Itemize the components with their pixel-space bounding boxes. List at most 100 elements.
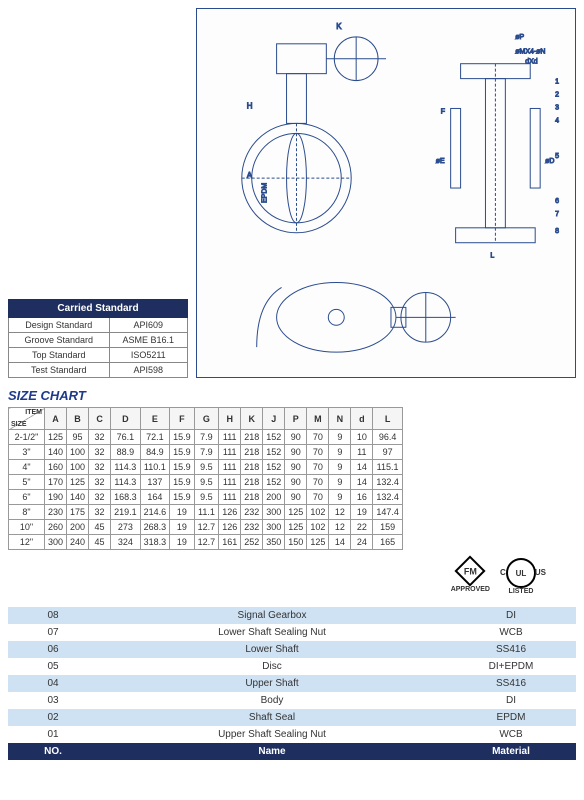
size-col-header: G: [194, 408, 219, 430]
size-cell: 218: [241, 445, 263, 460]
carried-key: Design Standard: [9, 318, 110, 333]
size-cell: 19: [170, 520, 195, 535]
size-cell: 10: [351, 430, 373, 445]
col-material: Material: [446, 743, 576, 760]
size-cell: 114.3: [111, 475, 141, 490]
size-cell: 12: [329, 505, 351, 520]
svg-text:dXd: dXd: [525, 59, 538, 66]
size-cell: 15.9: [170, 490, 195, 505]
size-cell: 137: [140, 475, 170, 490]
size-cell: 32: [89, 475, 111, 490]
size-label: 12": [9, 535, 45, 550]
size-cell: 32: [89, 460, 111, 475]
size-cell: 9: [329, 475, 351, 490]
mat-no: 06: [8, 641, 98, 658]
size-cell: 96.4: [373, 430, 403, 445]
size-cell: 72.1: [140, 430, 170, 445]
svg-text:2: 2: [555, 92, 559, 99]
size-cell: 90: [285, 430, 307, 445]
svg-text:8: 8: [555, 228, 559, 235]
top-section: Carried Standard Design StandardAPI609Gr…: [8, 8, 576, 378]
size-row: 10"26020045273268.31912.7126232300125102…: [9, 520, 403, 535]
size-cell: 11: [351, 445, 373, 460]
size-cell: 159: [373, 520, 403, 535]
mat-no: 04: [8, 675, 98, 692]
size-cell: 24: [351, 535, 373, 550]
material-row: 04Upper ShaftSS416: [8, 675, 576, 692]
size-cell: 9.5: [194, 490, 219, 505]
size-label: 8": [9, 505, 45, 520]
size-cell: 190: [45, 490, 67, 505]
size-col-header: F: [170, 408, 195, 430]
size-chart-table: ITEMSIZEABCDEFGHKJPMNdL 2-1/2"125953276.…: [8, 407, 403, 550]
size-col-header: D: [111, 408, 141, 430]
size-cell: 45: [89, 535, 111, 550]
col-no: NO.: [8, 743, 98, 760]
mat-no: 03: [8, 692, 98, 709]
materials-table: 08Signal GearboxDI07Lower Shaft Sealing …: [8, 607, 576, 760]
material-row: 05DiscDI+EPDM: [8, 658, 576, 675]
svg-text:øE: øE: [436, 158, 445, 165]
size-cell: 32: [89, 445, 111, 460]
svg-text:1: 1: [555, 79, 559, 86]
svg-text:L: L: [490, 253, 494, 260]
size-cell: 111: [219, 430, 241, 445]
fm-label: APPROVED: [451, 586, 490, 593]
carried-key: Top Standard: [9, 348, 110, 363]
mat-material: DI: [446, 607, 576, 624]
size-cell: 7.9: [194, 430, 219, 445]
size-chart-row: ITEMSIZEABCDEFGHKJPMNdL 2-1/2"125953276.…: [8, 407, 576, 550]
size-cell: 111: [219, 460, 241, 475]
size-cell: 300: [263, 505, 285, 520]
svg-text:5: 5: [555, 153, 559, 160]
size-cell: 324: [111, 535, 141, 550]
size-cell: 12.7: [194, 535, 219, 550]
size-col-header: B: [67, 408, 89, 430]
svg-text:øD: øD: [545, 158, 554, 165]
carried-val: API598: [109, 363, 187, 378]
size-cell: 140: [67, 490, 89, 505]
carried-val: ISO5211: [109, 348, 187, 363]
size-label: 4": [9, 460, 45, 475]
size-cell: 111: [219, 475, 241, 490]
size-cell: 219.1: [111, 505, 141, 520]
mat-material: SS416: [446, 641, 576, 658]
svg-text:A: A: [247, 171, 253, 180]
size-cell: 45: [89, 520, 111, 535]
ul-listed-badge: C UL US LISTED: [506, 558, 536, 595]
size-col-header: M: [307, 408, 329, 430]
size-col-header: H: [219, 408, 241, 430]
size-cell: 273: [111, 520, 141, 535]
certification-badges: FM APPROVED C UL US LISTED: [8, 558, 536, 595]
size-cell: 19: [170, 535, 195, 550]
size-diag-header: ITEMSIZE: [9, 408, 45, 430]
material-row: 02Shaft SealEPDM: [8, 709, 576, 726]
mat-name: Disc: [98, 658, 446, 675]
size-cell: 9.5: [194, 475, 219, 490]
size-cell: 16: [351, 490, 373, 505]
size-cell: 32: [89, 505, 111, 520]
size-col-header: L: [373, 408, 403, 430]
svg-text:øMX4-øN: øMX4-øN: [515, 49, 545, 56]
size-cell: 160: [45, 460, 67, 475]
size-label: 10": [9, 520, 45, 535]
size-cell: 230: [45, 505, 67, 520]
mat-no: 07: [8, 624, 98, 641]
mat-material: DI: [446, 692, 576, 709]
size-cell: 90: [285, 445, 307, 460]
col-name: Name: [98, 743, 446, 760]
mat-material: WCB: [446, 726, 576, 743]
size-cell: 7.9: [194, 445, 219, 460]
svg-text:F: F: [441, 108, 445, 115]
size-cell: 132.4: [373, 475, 403, 490]
size-row: 2-1/2"125953276.172.115.97.9111218152907…: [9, 430, 403, 445]
size-cell: 90: [285, 475, 307, 490]
size-cell: 318.3: [140, 535, 170, 550]
fm-diamond-icon: FM: [455, 555, 486, 586]
size-cell: 200: [263, 490, 285, 505]
size-cell: 14: [351, 475, 373, 490]
size-cell: 300: [45, 535, 67, 550]
size-col-header: C: [89, 408, 111, 430]
size-cell: 90: [285, 490, 307, 505]
size-col-header: K: [241, 408, 263, 430]
